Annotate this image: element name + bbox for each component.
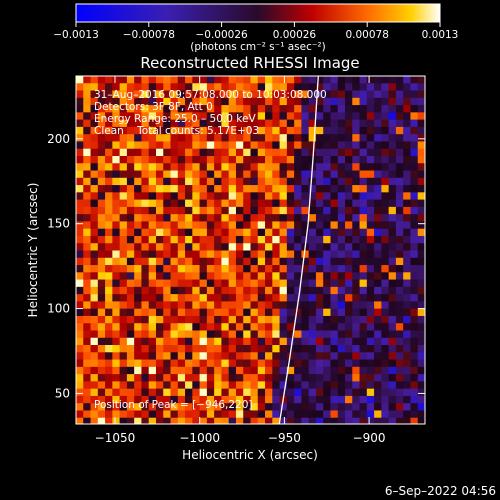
y-tick-label: 150	[47, 217, 70, 231]
solar-limb-curve	[278, 76, 319, 424]
colorbar-tick-label: −0.00078	[123, 29, 175, 41]
colorbar-tick-label: 0.00026	[273, 29, 317, 41]
colorbar-gradient	[75, 3, 441, 23]
colorbar-ticks: −0.0013 −0.00078 −0.00026 0.00026 0.00078 0.0…	[53, 22, 458, 41]
colorbar: −0.0013 −0.00078 −0.00026 0.00026 0.00078 0.0…	[53, 3, 458, 53]
x-tick-label: −1050	[95, 431, 136, 445]
annotation-energy-range: Energy Range: 25.0 – 50.0 keV	[94, 113, 256, 125]
x-tick-label: −900	[353, 431, 386, 445]
x-tick-label: −1000	[179, 431, 220, 445]
colorbar-unit-label: (photons cm⁻² s⁻¹ asec⁻²)	[190, 41, 325, 53]
colorbar-tick-label: 0.0013	[422, 29, 459, 41]
annotation-detectors: Detectors: 3F 8F, Att 0	[94, 101, 213, 113]
colorbar-tick-label: −0.0013	[53, 29, 99, 41]
x-axis-label: Heliocentric X (arcsec)	[182, 448, 318, 462]
plot-frame	[75, 75, 426, 425]
footer-date: 6–Sep–2022 04:56	[385, 484, 496, 498]
annotation-block: 31–Aug–2016 09:57:08.000 to 10:03:08.000…	[94, 89, 327, 137]
x-tick-label: −950	[268, 431, 301, 445]
annotation-time-range: 31–Aug–2016 09:57:08.000 to 10:03:08.000	[94, 89, 327, 101]
peak-position-label: Position of Peak = [−946,220]	[94, 399, 253, 411]
plot-area	[76, 76, 425, 424]
colorbar-tick-label: −0.00026	[195, 29, 248, 41]
y-tick-label: 200	[47, 132, 70, 146]
chart-title: Reconstructed RHESSI Image	[140, 54, 359, 72]
y-tick-label: 50	[55, 386, 70, 400]
y-axis-label: Heliocentric Y (arcsec)	[26, 183, 40, 318]
heatmap-pixels	[76, 76, 425, 424]
axes: −1050 −1000 −950 −900 50 100 150 200	[47, 76, 425, 445]
colorbar-tick-label: 0.00078	[345, 29, 388, 41]
y-tick-label: 100	[47, 302, 70, 316]
annotation-clean-counts: Clean Total counts: 5.17E+03	[94, 125, 259, 137]
